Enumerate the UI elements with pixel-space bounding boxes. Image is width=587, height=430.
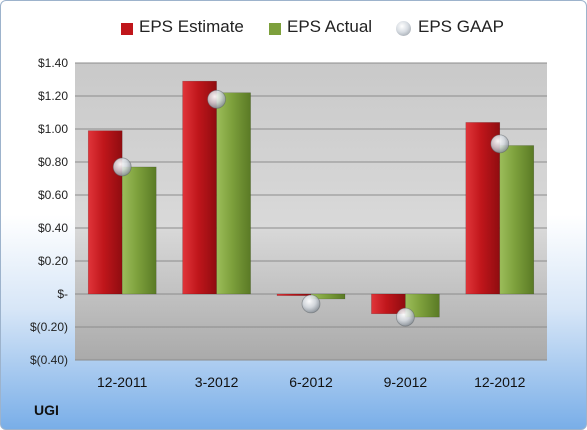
legend: EPS Estimate EPS Actual EPS GAAP (1, 17, 586, 45)
x-tick-label: 12-2011 (97, 374, 148, 390)
legend-swatch-estimate (121, 23, 133, 35)
y-tick-label: $- (57, 287, 68, 301)
bars (87, 80, 535, 318)
y-tick-label: $(0.40) (30, 353, 68, 367)
x-tick-label: 12-2012 (474, 374, 526, 390)
bar-eps-estimate (182, 80, 217, 295)
x-axis-labels: 12-2011 3-2012 6-2012 9-2012 12-2012 (97, 374, 526, 390)
y-tick-label: $1.20 (38, 89, 68, 103)
legend-label-actual: EPS Actual (287, 17, 373, 36)
legend-swatch-actual (269, 23, 281, 35)
x-tick-label: 3-2012 (195, 374, 239, 390)
bar-eps-actual (216, 92, 251, 295)
bar-eps-actual (499, 145, 535, 295)
legend-label-gaap: EPS GAAP (418, 17, 504, 36)
y-tick-label: $0.80 (38, 155, 68, 169)
y-tick-label: $1.40 (38, 56, 68, 70)
x-tick-label: 6-2012 (289, 374, 333, 390)
marker-eps-gaap (395, 307, 415, 327)
y-tick-label: $0.40 (38, 221, 68, 235)
legend-label-estimate: EPS Estimate (139, 17, 244, 36)
x-tick-label: 9-2012 (384, 374, 428, 390)
marker-eps-gaap (207, 89, 227, 109)
ticker-symbol: UGI (34, 402, 59, 418)
bar-eps-actual (405, 293, 440, 318)
marker-eps-gaap (112, 157, 132, 177)
y-axis-labels: $1.40 $1.20 $1.00 $0.80 $0.60 $0.40 $0.20 $- $(0… (30, 56, 68, 367)
marker-eps-gaap (301, 294, 321, 314)
y-tick-label: $0.60 (38, 188, 68, 202)
y-tick-label: $1.00 (38, 122, 68, 136)
bar-eps-estimate (87, 130, 123, 295)
bar-eps-estimate (276, 293, 312, 296)
legend-marker-gaap (396, 21, 411, 36)
gaap-markers (112, 89, 510, 327)
y-tick-label: $(0.20) (30, 320, 68, 334)
bar-eps-actual (121, 166, 157, 295)
marker-eps-gaap (490, 134, 510, 154)
y-tick-label: $0.20 (38, 254, 68, 268)
